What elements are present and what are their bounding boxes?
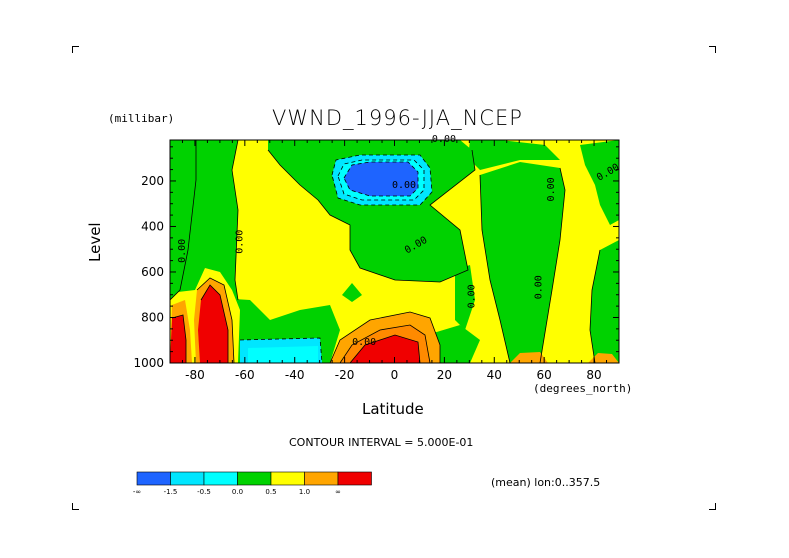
negative-core-upper [344,162,418,196]
contour-label: 0.00 [466,284,477,308]
x-tick-label: -80 [185,368,205,382]
colorbar-bin [270,471,305,486]
colorbar: -∞ -1.5 -0.5 0.0 0.5 1.0 ∞ [133,471,372,496]
contour-fill-layer [170,140,619,363]
contour-label: 0.00 [352,337,376,348]
frame-corner-bottom-left [72,503,79,510]
chart-title: VWND_1996-JJA_NCEP [272,106,523,130]
x-tick-label: -20 [335,368,355,382]
y-tick-label: 800 [141,310,164,324]
colorbar-bin [170,471,205,486]
colorbar-bin [203,471,238,486]
x-tick-label: 40 [487,368,502,382]
frame-corner-top-right [709,46,716,53]
y-tick-label: 1000 [133,356,164,370]
y-tick-label: 400 [141,219,164,233]
x-tick-label: 80 [586,368,601,382]
contour-label: 0.00 [177,239,188,263]
colorbar-bin [237,471,272,486]
colorbar-bin [304,471,339,486]
colorbar-label: ∞ [335,488,341,496]
x-tick-label: -60 [235,368,255,382]
contour-label: 0.00 [392,180,416,191]
colorbar-bin [337,471,372,486]
frame-corner-top-left [72,46,79,53]
contour-label: 0.00 [546,177,557,201]
colorbar-label: 0.5 [265,488,276,496]
x-tick-label: 20 [437,368,452,382]
colorbar-bin [136,471,171,486]
plot-axes: -80 -60 -40 -20 0 20 40 60 80 200 400 600 800 1000 [133,139,620,382]
y-axis-unit: (millibar) [108,112,175,125]
y-tick-label: 200 [141,174,164,188]
averaging-note: (mean) lon:0..357.5 [491,476,601,489]
x-axis-label: Latitude [362,400,424,418]
frame-corner-bottom-right [709,503,716,510]
x-tick-label: 0 [391,368,399,382]
positive-core-tropics [350,335,420,363]
x-tick-label: -40 [285,368,305,382]
positive-core-sh [198,285,228,363]
x-tick-label: 60 [537,368,552,382]
negative-region-nh-midlat [480,162,565,363]
contour-label: 0.00 [432,134,456,145]
contour-label: 0.00 [534,275,545,299]
colorbar-label: -0.5 [197,488,211,496]
colorbar-label: 0.0 [232,488,243,496]
colorbar-label: -∞ [133,488,141,496]
x-axis-unit: (degrees_north) [533,382,633,395]
contour-interval-note: CONTOUR INTERVAL = 5.000E-01 [289,436,474,449]
colorbar-label: -1.5 [164,488,178,496]
colorbar-label: 1.0 [299,488,310,496]
negative-region-nh-polar [590,240,619,363]
contour-label: 0.00 [234,230,245,254]
y-tick-label: 600 [141,265,164,279]
contour-lines [170,140,601,363]
